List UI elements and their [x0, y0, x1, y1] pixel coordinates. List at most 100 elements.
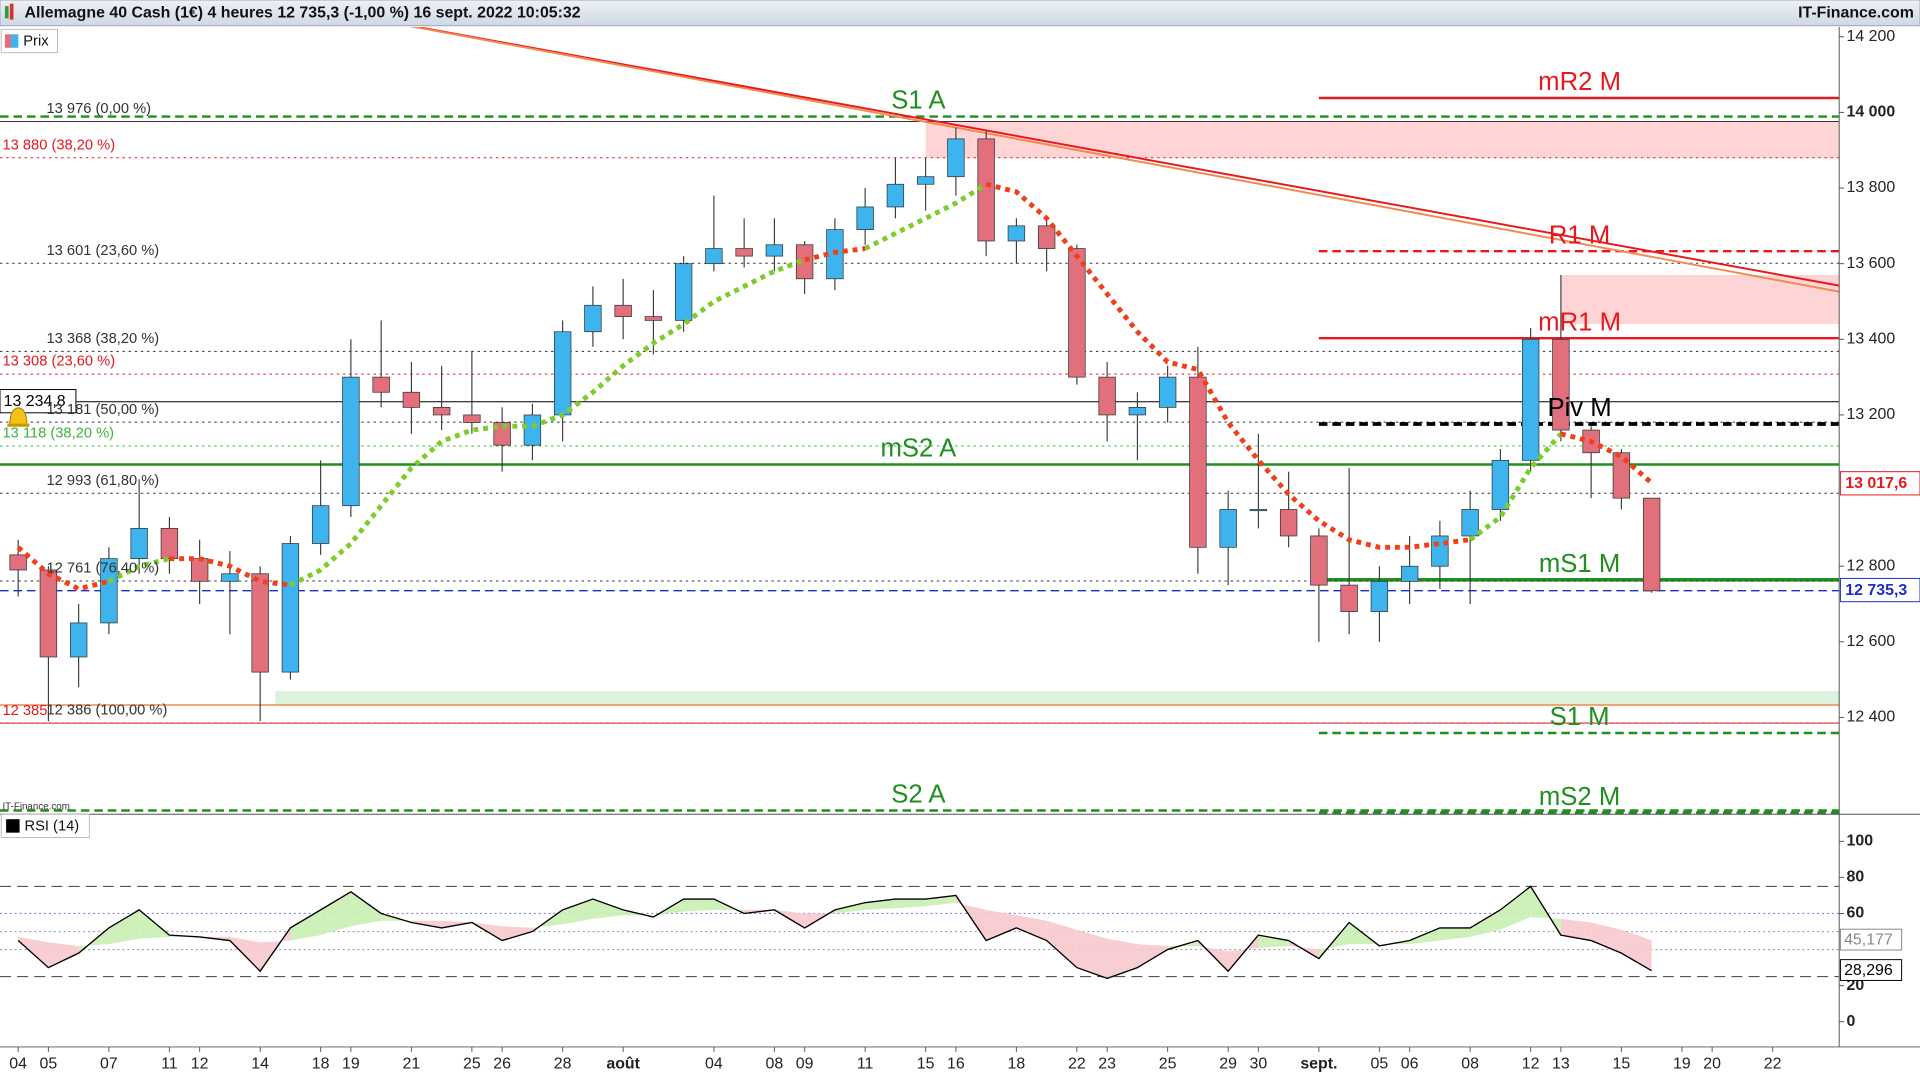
rsi-fill — [108, 909, 140, 945]
x-tick-label: 05 — [40, 1055, 58, 1072]
x-tick-label: 05 — [1371, 1055, 1389, 1072]
rsi-fill — [925, 895, 956, 907]
app-icon — [4, 6, 9, 19]
rsi-fill — [1409, 927, 1440, 945]
x-tick-label: 21 — [403, 1055, 421, 1072]
rsi-fill — [1046, 920, 1077, 968]
pivot-label: mR2 M — [1538, 68, 1621, 96]
candle-body — [1219, 509, 1237, 548]
rsi-fill — [834, 902, 866, 914]
rsi-fill — [1258, 935, 1289, 948]
x-tick-label: 28 — [554, 1055, 572, 1072]
x-tick-label: 07 — [100, 1055, 118, 1072]
pivot-label: S2 A — [891, 781, 946, 809]
candle-body — [1400, 565, 1419, 582]
x-tick-label: 19 — [342, 1055, 360, 1072]
rsi-fill — [139, 909, 170, 939]
candle-body — [1521, 338, 1540, 461]
x-tick-label: 15 — [917, 1055, 935, 1072]
candle-body — [674, 263, 693, 321]
pivot-label: Piv M — [1547, 394, 1611, 422]
rsi-fill — [320, 891, 351, 936]
rsi-fill — [1107, 938, 1138, 979]
y-tick-label: 12 400 — [1847, 709, 1896, 726]
rsi-fill — [562, 899, 593, 925]
fib-label: 13 976 (0,00 %) — [47, 101, 152, 117]
candle-body — [1189, 376, 1207, 548]
x-tick-label: 15 — [1613, 1055, 1631, 1072]
rsi-fill — [683, 899, 714, 912]
candle-body — [1128, 407, 1147, 416]
candle-body — [432, 407, 451, 416]
rsi-fill — [290, 909, 321, 941]
zone — [275, 691, 1840, 705]
candle-body — [372, 376, 390, 393]
alert-icon — [7, 407, 30, 427]
y-tick-label: 100 — [1847, 833, 1874, 850]
trend-line — [409, 26, 1840, 293]
candle-body — [886, 183, 905, 208]
x-tick-label: 13 — [1552, 1055, 1570, 1072]
candle-body — [1098, 376, 1116, 416]
candle-body — [614, 304, 632, 317]
rsi-fill — [502, 926, 533, 941]
price-plot — [0, 26, 1840, 814]
y-tick-label: 60 — [1847, 905, 1865, 922]
rsi-fill — [1470, 909, 1501, 937]
candle-body — [1340, 584, 1358, 612]
fib-label: 13 181 (50,00 %) — [47, 402, 160, 418]
x-tick-label: 04 — [705, 1055, 723, 1072]
moving-average — [16, 181, 1654, 592]
app-icon — [9, 3, 14, 20]
fib-label: 13 118 (38,20 %) — [2, 426, 114, 442]
axis-marker-label: 12 735,3 — [1845, 582, 1907, 599]
x-tick-label: 09 — [796, 1055, 814, 1072]
y-tick-label: 13 800 — [1847, 179, 1896, 196]
axis-marker-label: 45,177 — [1844, 931, 1893, 948]
legend-label: RSI (14) — [24, 818, 79, 834]
fib-label: 13 368 (38,20 %) — [47, 331, 160, 347]
x-tick-label: 25 — [1159, 1055, 1177, 1072]
candle-body — [190, 558, 209, 582]
fib-label: 12 761 (76,40 %) — [47, 561, 160, 577]
candle-body — [39, 569, 58, 658]
candle-body — [1612, 452, 1631, 499]
y-tick-label: 12 600 — [1847, 633, 1896, 650]
rsi-fill — [1137, 944, 1168, 968]
alert-bell — [9, 407, 28, 426]
x-tick-label: 16 — [947, 1055, 965, 1072]
candle-body — [1310, 535, 1328, 586]
candle-body — [9, 554, 27, 571]
candle-body — [251, 573, 269, 673]
candle-body — [1461, 509, 1479, 537]
rsi-plot — [0, 885, 1840, 980]
candle-body — [1249, 509, 1268, 512]
pivot-label: S1 M — [1550, 703, 1610, 731]
pivot-label: R1 M — [1549, 221, 1610, 249]
legend-swatch — [6, 819, 20, 833]
fib-label: 13 880 (38,20 %) — [2, 137, 115, 153]
x-tick-label: 12 — [1522, 1055, 1540, 1072]
zone — [925, 121, 1840, 158]
axis-marker — [1839, 471, 1920, 496]
candle-body — [977, 138, 995, 242]
rsi-fill — [48, 942, 79, 968]
pivot-label: mS1 M — [1539, 550, 1620, 578]
fib-label: 12 385 — [2, 703, 47, 719]
x-tick-label: 20 — [1703, 1055, 1721, 1072]
pivot-label: mR1 M — [1538, 308, 1621, 336]
rsi-fill — [592, 899, 624, 919]
x-tick-label: 18 — [312, 1055, 330, 1072]
rsi-fill — [1016, 915, 1047, 941]
pivot-label: mS2 A — [881, 435, 958, 463]
candle-body — [463, 414, 481, 423]
candle-body — [1007, 225, 1026, 242]
rsi-fill — [1560, 918, 1592, 941]
rsi-fill — [1076, 929, 1108, 979]
candle-body — [705, 248, 723, 265]
trend-line — [417, 26, 1840, 287]
candle-body — [523, 414, 542, 446]
candle-body — [281, 543, 300, 673]
